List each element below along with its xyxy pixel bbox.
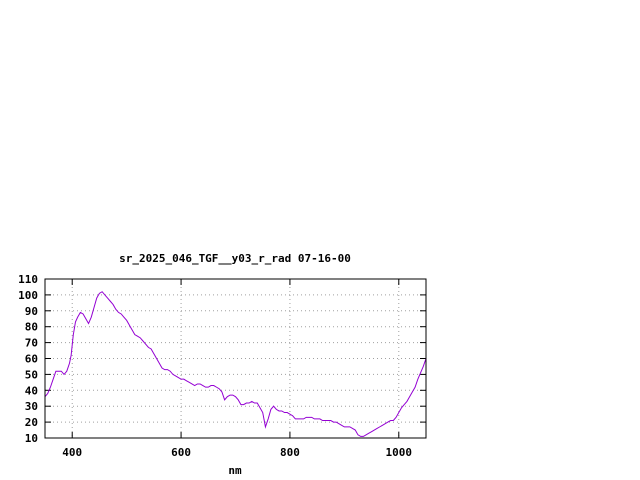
x-tick-label: 600 — [171, 446, 191, 459]
y-tick-label: 110 — [18, 273, 38, 286]
y-tick-label: 60 — [25, 353, 38, 366]
y-tick-label: 100 — [18, 289, 38, 302]
x-axis-label: nm — [228, 464, 242, 477]
y-tick-label: 50 — [25, 368, 38, 381]
y-tick-label: 30 — [25, 400, 38, 413]
x-tick-label: 1000 — [386, 446, 413, 459]
x-tick-label: 400 — [62, 446, 82, 459]
plot-border — [44, 278, 427, 439]
series-line — [44, 291, 427, 437]
y-tick-label: 20 — [25, 416, 38, 429]
y-tick-label: 80 — [25, 321, 38, 334]
y-tick-label: 90 — [25, 305, 38, 318]
y-tick-label: 70 — [25, 337, 38, 350]
y-tick-label: 40 — [25, 384, 38, 397]
axis-ticks: 10 20 30 40 50 60 70 80 90 100 110 400 600 800 1000 — [18, 273, 426, 459]
y-tick-label: 10 — [25, 432, 38, 445]
x-tick-label: 800 — [280, 446, 300, 459]
chart-title: sr_2025_046_TGF__y03_r_rad 07-16-00 — [119, 252, 351, 265]
grid-lines — [45, 279, 426, 438]
